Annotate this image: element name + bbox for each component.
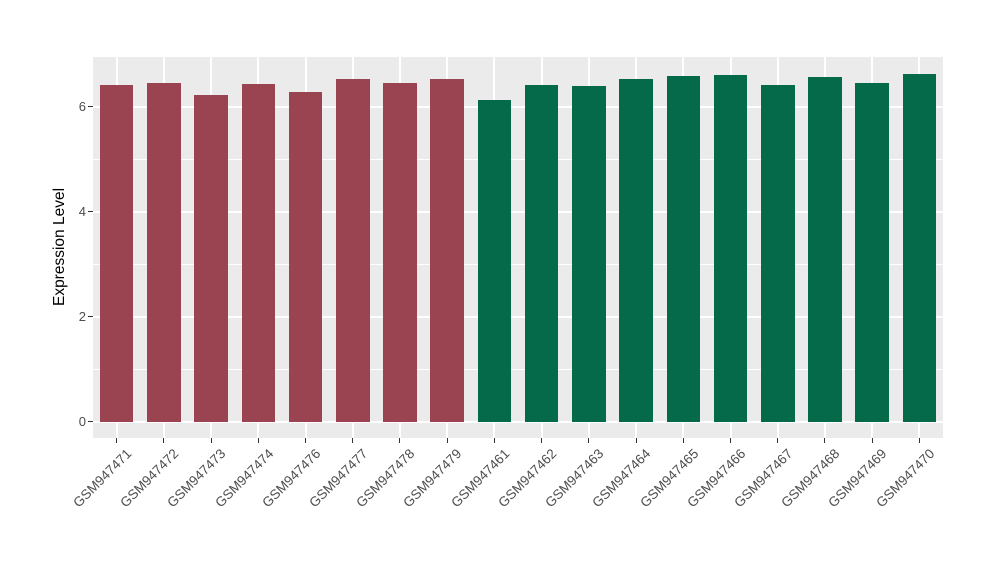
x-tick: [210, 438, 212, 443]
x-tick: [871, 438, 873, 443]
x-tick: [116, 438, 118, 443]
x-tick: [682, 438, 684, 443]
gridline-minor: [93, 158, 943, 160]
bar: [147, 83, 181, 422]
x-tick: [446, 438, 448, 443]
bar: [855, 82, 889, 422]
bar: [477, 100, 512, 422]
bar: [619, 78, 653, 422]
gridline-major: [93, 105, 943, 108]
x-tick: [399, 438, 401, 443]
y-tick-label: 2: [78, 309, 86, 325]
y-tick: [88, 211, 93, 213]
gridline-major: [93, 420, 943, 423]
x-tick: [257, 438, 259, 443]
bar: [572, 86, 606, 422]
y-tick-label: 6: [78, 99, 86, 115]
gridline-minor: [93, 263, 943, 265]
bar: [336, 78, 370, 422]
y-tick-label: 0: [78, 414, 86, 430]
bar: [383, 82, 417, 422]
y-tick: [88, 316, 93, 318]
bar: [99, 85, 134, 422]
x-tick: [163, 438, 165, 443]
plot-panel: [93, 57, 943, 438]
bar: [194, 94, 228, 422]
x-tick: [541, 438, 543, 443]
x-tick: [588, 438, 590, 443]
bar: [808, 77, 842, 422]
bar: [524, 84, 559, 422]
x-tick: [305, 438, 306, 443]
bar: [713, 75, 748, 422]
y-tick: [88, 421, 93, 423]
y-tick-label: 4: [78, 204, 86, 220]
bar: [288, 91, 323, 422]
gridline-minor: [93, 368, 943, 370]
x-tick: [824, 438, 826, 443]
x-tick: [918, 438, 920, 443]
bar: [666, 76, 700, 422]
gridline-major: [93, 210, 943, 213]
x-tick: [635, 438, 637, 443]
bar: [430, 78, 464, 422]
x-tick: [777, 438, 779, 443]
y-tick: [88, 106, 93, 108]
bar: [902, 73, 937, 422]
gridline-major: [93, 315, 943, 318]
y-axis-title: Expression Level: [51, 187, 68, 307]
x-tick: [352, 438, 354, 443]
bar: [241, 83, 275, 422]
bar: [761, 84, 795, 422]
x-tick: [730, 438, 731, 443]
x-tick: [493, 438, 495, 443]
